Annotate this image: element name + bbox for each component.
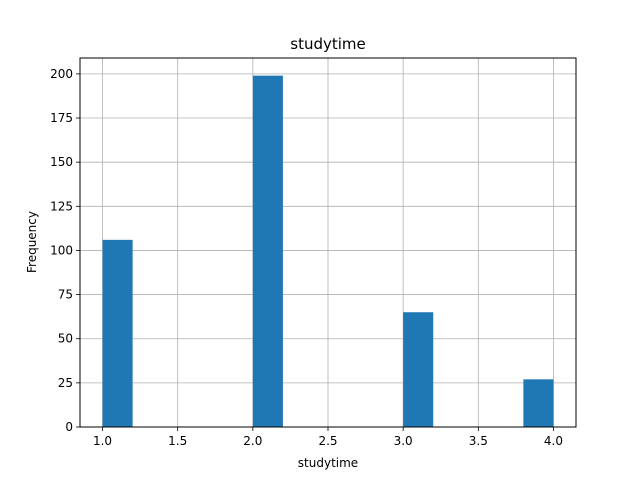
y-axis-ticks: 0 25 50 75 100 125 150 175 200: [50, 67, 80, 434]
y-tick-label: 75: [58, 288, 73, 302]
grid-lines: [80, 58, 576, 428]
histogram-bar: [102, 239, 133, 427]
x-axis-ticks: 1.0 1.5 2.0 2.5 3.0 3.5 4.0: [93, 427, 563, 448]
y-tick-label: 50: [58, 332, 73, 346]
chart-title: studytime: [290, 35, 366, 53]
histogram-bar: [252, 75, 283, 427]
x-tick-label: 2.5: [318, 434, 337, 448]
y-tick-label: 175: [50, 111, 73, 125]
x-tick-label: 2.0: [243, 434, 262, 448]
x-tick-label: 1.5: [168, 434, 187, 448]
histogram-bar: [523, 379, 554, 427]
y-axis-label: Frequency: [25, 211, 39, 273]
x-tick-label: 3.0: [394, 434, 413, 448]
y-tick-label: 0: [65, 420, 73, 434]
x-tick-label: 3.5: [469, 434, 488, 448]
y-tick-label: 150: [50, 155, 73, 169]
histogram-bar: [403, 312, 434, 427]
y-tick-label: 125: [50, 199, 73, 213]
bars: [102, 75, 554, 427]
x-tick-label: 4.0: [544, 434, 563, 448]
y-tick-label: 25: [58, 376, 73, 390]
y-tick-label: 200: [50, 67, 73, 81]
x-tick-label: 1.0: [93, 434, 112, 448]
y-tick-label: 100: [50, 243, 73, 257]
x-axis-label: studytime: [298, 456, 358, 470]
